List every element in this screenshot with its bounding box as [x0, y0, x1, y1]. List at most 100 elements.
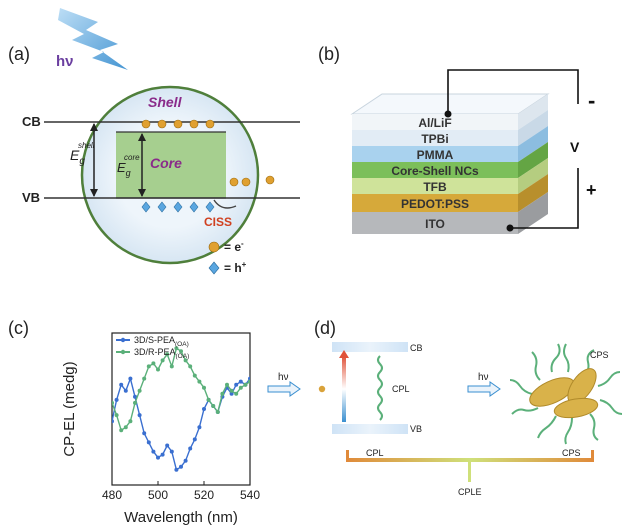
- minus-sign: -: [588, 88, 595, 113]
- chart-series: [112, 346, 250, 472]
- data-point: [114, 397, 119, 402]
- legend-marker-r: [120, 349, 126, 355]
- ciss-label: CISS: [204, 215, 232, 229]
- data-point: [179, 464, 183, 469]
- data-point: [146, 440, 151, 445]
- stack-side-tfb: [518, 158, 548, 194]
- panel-d-label: (d): [314, 318, 336, 338]
- vb-band: [332, 424, 408, 434]
- d-vb-label: VB: [410, 424, 422, 434]
- cple-bar-center-tick: [468, 462, 471, 482]
- data-point: [215, 410, 220, 414]
- data-point: [248, 376, 250, 381]
- top-contact: [444, 110, 452, 118]
- bottom-contact: [506, 224, 514, 232]
- layer-tfb: [352, 178, 518, 194]
- data-point: [238, 379, 243, 384]
- data-point: [123, 388, 128, 393]
- lightning-bolt-icon: [58, 8, 128, 70]
- vb-label: VB: [22, 190, 40, 205]
- cple-left-label: CPL: [366, 448, 384, 458]
- data-point: [234, 382, 239, 387]
- data-point: [174, 346, 179, 351]
- data-point: [179, 349, 183, 354]
- ciss-arrow: [213, 199, 237, 209]
- cple-right-label: CPS: [562, 448, 581, 458]
- layer-label: TPBi: [421, 132, 448, 146]
- data-point: [192, 373, 197, 378]
- data-point: [160, 358, 165, 363]
- data-point: [133, 394, 137, 399]
- data-point: [188, 364, 193, 369]
- panel-c-label: (c): [8, 318, 29, 338]
- x-axis-label: Wavelength (nm): [124, 509, 238, 525]
- data-point: [151, 361, 156, 366]
- excitation-arrow-head: [339, 350, 349, 358]
- data-point: [151, 449, 156, 454]
- cple-bar: [346, 458, 594, 462]
- eg-shell-arrow-head-bottom: [90, 189, 98, 197]
- layer-pmma: [352, 146, 518, 162]
- eg-shell-sup: shell: [78, 141, 95, 150]
- data-point: [114, 413, 119, 418]
- data-point: [128, 419, 133, 424]
- cple-center-label: CPLE: [458, 487, 482, 497]
- layer-label: PEDOT:PSS: [401, 197, 469, 211]
- data-point: [142, 376, 147, 381]
- electron-legend-label: = e-: [224, 239, 244, 254]
- data-point: [192, 437, 197, 442]
- electron-legend-icon: [208, 241, 220, 253]
- data-point: [156, 367, 160, 372]
- voltage-label: V: [570, 139, 580, 155]
- layer-pedot: [352, 194, 518, 212]
- shell-label: Shell: [148, 94, 183, 110]
- data-point: [137, 388, 142, 393]
- plot-frame: [111, 332, 251, 486]
- hv-left-arrow-icon: [267, 381, 301, 397]
- series-line-0: [112, 376, 250, 471]
- x-tick-label: 540: [240, 488, 260, 502]
- plus-sign: +: [586, 180, 597, 200]
- hv-right-arrow-icon: [467, 381, 501, 397]
- ligand-chains: [509, 343, 623, 445]
- x-tick-label: 500: [148, 488, 168, 502]
- holes-vb: [141, 201, 215, 213]
- data-point: [112, 400, 114, 405]
- data-point: [160, 452, 165, 457]
- panel-b: (b) Al/LiF TPBi PMMA Core-Shel: [318, 44, 597, 234]
- stack-side-ncs: [518, 142, 548, 178]
- layer-ito: [352, 212, 518, 234]
- core-region: [116, 132, 226, 198]
- electrons-outside: [229, 175, 275, 187]
- data-point: [165, 443, 170, 448]
- data-point: [243, 382, 248, 387]
- hole-legend-label: = h+: [224, 260, 247, 275]
- stack-side-al: [518, 94, 548, 130]
- layer-label: Core-Shell NCs: [391, 164, 479, 178]
- data-point: [169, 364, 174, 369]
- data-point: [183, 358, 188, 363]
- cpl-mid-label: CPL: [392, 384, 410, 394]
- data-point: [119, 382, 124, 387]
- hv-right-label: hν: [478, 372, 489, 383]
- circuit-wire-bottom: [510, 168, 579, 229]
- cb-label: CB: [22, 114, 41, 129]
- data-point: [234, 391, 239, 396]
- cpl-wave: [377, 355, 383, 421]
- layer-label: TFB: [423, 180, 447, 194]
- legend-marker-s: [120, 337, 126, 343]
- panel-a: (a) hν Shell Core CB VB Eg shell Eg cor: [8, 8, 300, 275]
- stack-side-ito: [518, 192, 548, 234]
- data-point: [119, 428, 124, 433]
- x-ticks: 480 500 520 540: [102, 481, 260, 502]
- eg-core-arrow-head-top: [138, 133, 146, 141]
- data-point: [206, 397, 211, 402]
- data-point: [211, 404, 216, 408]
- core-label: Core: [150, 155, 182, 171]
- y-axis-label: CP-EL (medg): [61, 361, 78, 456]
- x-tick-label: 520: [194, 488, 214, 502]
- panel-b-label: (b): [318, 44, 340, 64]
- data-point: [202, 407, 206, 411]
- data-point: [229, 388, 234, 393]
